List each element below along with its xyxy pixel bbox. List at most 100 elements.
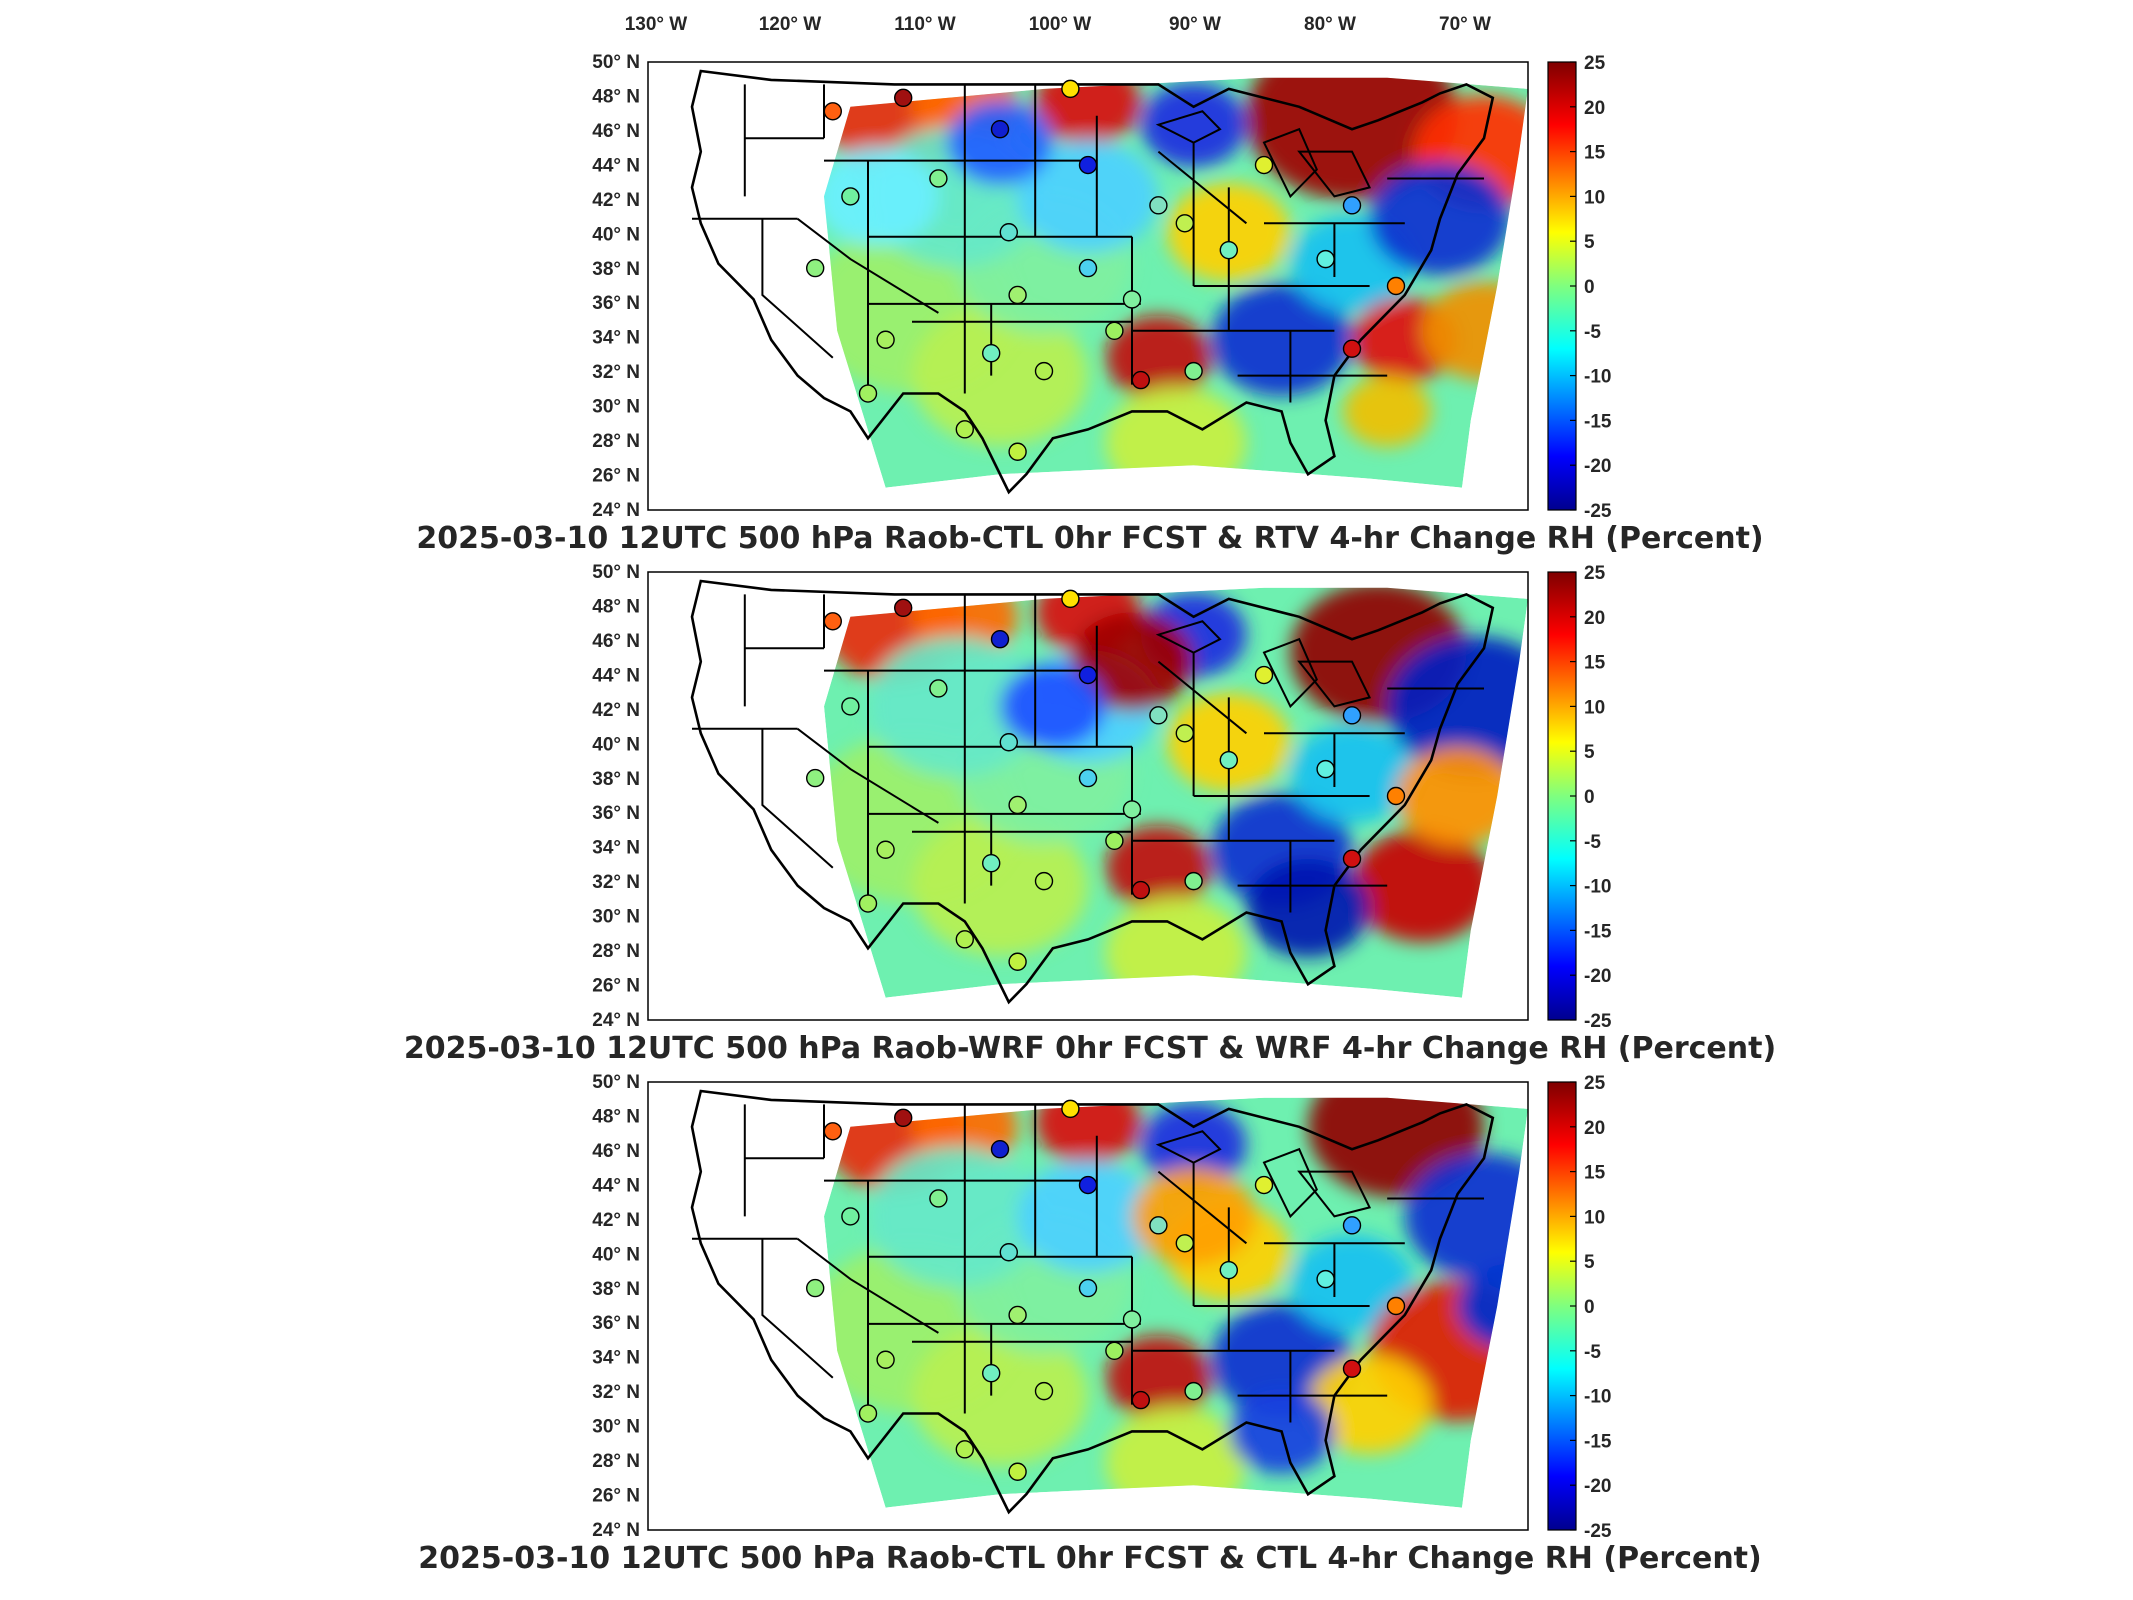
raob-station-marker — [1386, 786, 1406, 806]
raob-station-marker — [1078, 1175, 1098, 1195]
raob-station-marker — [999, 223, 1018, 242]
raob-station-marker — [858, 1404, 878, 1423]
latitude-axis: 50° N 48° N 46° N 44° N 42° N 40° N 38° N 36° N… — [592, 562, 640, 1031]
raob-station-marker — [1105, 321, 1124, 340]
latitude-label: 32° N — [592, 872, 640, 893]
raob-station-marker — [1122, 800, 1142, 819]
colorbar-tick-label: 0 — [1584, 787, 1595, 808]
colorbar-tick-label: -20 — [1584, 966, 1611, 987]
panel-title: 2025-03-10 12UTC 500 hPa Raob-CTL 0hr FC… — [418, 1541, 1761, 1576]
raob-station-marker — [1061, 79, 1080, 99]
raob-station-marker — [1034, 1381, 1054, 1401]
colorbar-tick-label: -15 — [1584, 1431, 1612, 1452]
map-panel-1: 50° N 48° N 46° N 44° N 42° N 40° N 38° N 36° N… — [416, 52, 1763, 556]
raob-station-marker — [1078, 1278, 1098, 1298]
colorbar-tick-label: 25 — [1584, 1073, 1606, 1094]
colorbar-tick-label: 20 — [1584, 98, 1605, 119]
latitude-label: 36° N — [592, 293, 640, 314]
colorbar-tick-label: -10 — [1584, 367, 1611, 388]
raob-station-marker — [894, 598, 913, 618]
colorbar-tick-label: -15 — [1584, 411, 1612, 432]
latitude-label: 50° N — [592, 562, 640, 583]
latitude-label: 40° N — [592, 734, 640, 755]
colorbar-tick-label: 0 — [1584, 277, 1595, 298]
raob-station-marker — [1008, 795, 1027, 815]
raob-station-marker — [806, 1278, 825, 1298]
latitude-label: 24° N — [592, 1520, 640, 1541]
latitude-label: 42° N — [592, 1210, 640, 1231]
raob-station-marker — [1342, 706, 1362, 725]
raob-station-marker — [1175, 724, 1195, 743]
raob-station-marker — [858, 384, 878, 403]
colorbar: 25 20 15 10 5 0 -5 -10 -15 -20 -25 — [1547, 563, 1612, 1032]
colorbar-tick-label: 5 — [1584, 1252, 1595, 1273]
panel-title: 2025-03-10 12UTC 500 hPa Raob-WRF 0hr FC… — [404, 1031, 1776, 1066]
latitude-label: 48° N — [592, 1106, 640, 1127]
latitude-label: 24° N — [592, 1010, 640, 1031]
colorbar-tick-label: 10 — [1584, 697, 1605, 718]
longitude-label: 100° W — [1029, 14, 1092, 35]
colorbar-tick-label: 5 — [1584, 232, 1595, 253]
colorbar-tick-label: 25 — [1584, 53, 1606, 74]
raob-station-marker — [1061, 589, 1080, 609]
map-boundaries — [690, 69, 1495, 495]
latitude-label: 28° N — [592, 941, 640, 962]
latitude-label: 42° N — [592, 700, 640, 721]
raob-station-marker — [1008, 952, 1027, 971]
raob-station-marker — [929, 169, 948, 188]
latitude-label: 26° N — [592, 466, 640, 487]
raob-station-marker — [823, 1122, 842, 1141]
raob-station-marker — [955, 1440, 974, 1459]
raob-station-marker — [1008, 1462, 1027, 1481]
longitude-label: 110° W — [894, 14, 956, 35]
latitude-label: 30° N — [592, 1417, 640, 1438]
map-boundaries — [690, 579, 1495, 1005]
raob-station-marker — [1008, 442, 1027, 461]
raob-station-marker — [841, 187, 860, 206]
raob-station-marker — [1034, 871, 1054, 891]
latitude-label: 32° N — [592, 362, 640, 383]
latitude-label: 30° N — [592, 907, 640, 928]
raob-station-marker — [1078, 258, 1098, 278]
raob-station-marker — [876, 330, 895, 349]
raob-station-marker — [1386, 1296, 1406, 1316]
raob-station-marker — [982, 1363, 1001, 1383]
raob-station-marker — [806, 258, 825, 278]
raob-station-marker — [1131, 1390, 1151, 1410]
latitude-label: 28° N — [592, 1451, 640, 1472]
latitude-label: 50° N — [592, 52, 640, 73]
raob-station-marker — [1105, 831, 1124, 850]
longitude-label: 130° W — [625, 14, 688, 35]
raob-station-marker — [990, 630, 1010, 649]
colorbar: 25 20 15 10 5 0 -5 -10 -15 -20 -25 — [1547, 53, 1612, 522]
raob-station-marker — [1316, 1269, 1335, 1289]
rh-change-field — [824, 77, 1528, 488]
raob-station-marker — [1342, 849, 1362, 868]
latitude-axis: 50° N 48° N 46° N 44° N 42° N 40° N 38° N 36° N… — [592, 1072, 640, 1541]
raob-station-marker — [1342, 1359, 1362, 1378]
latitude-label: 36° N — [592, 1313, 640, 1334]
colorbar-tick-label: 20 — [1584, 608, 1605, 629]
map-border — [647, 61, 1529, 511]
raob-station-marker — [929, 1189, 948, 1208]
raob-station-marker — [1342, 196, 1362, 215]
raob-station-marker — [1184, 1381, 1203, 1401]
colorbar-tick-label: 0 — [1584, 1297, 1595, 1318]
raob-station-marker — [876, 840, 895, 859]
panel-title: 2025-03-10 12UTC 500 hPa Raob-CTL 0hr FC… — [416, 521, 1763, 556]
raob-station-marker — [1219, 750, 1239, 770]
latitude-label: 46° N — [592, 631, 640, 652]
raob-station-marker — [1175, 214, 1195, 233]
raob-station-marker — [841, 697, 860, 716]
colorbar-tick-label: -10 — [1584, 1387, 1611, 1408]
raob-station-marker — [1078, 155, 1098, 175]
longitude-axis: 130° W 120° W 110° W 100° W 90° W 80° W 70° W — [625, 14, 1491, 35]
latitude-axis: 50° N 48° N 46° N 44° N 42° N 40° N 38° N 36° N… — [592, 52, 640, 521]
raob-station-marker — [1386, 276, 1406, 296]
raob-station-marker — [1219, 240, 1239, 260]
latitude-label: 26° N — [592, 1486, 640, 1507]
latitude-label: 32° N — [592, 1382, 640, 1403]
raob-station-marker — [1105, 1341, 1124, 1361]
colorbar-tick-label: 15 — [1584, 653, 1606, 674]
